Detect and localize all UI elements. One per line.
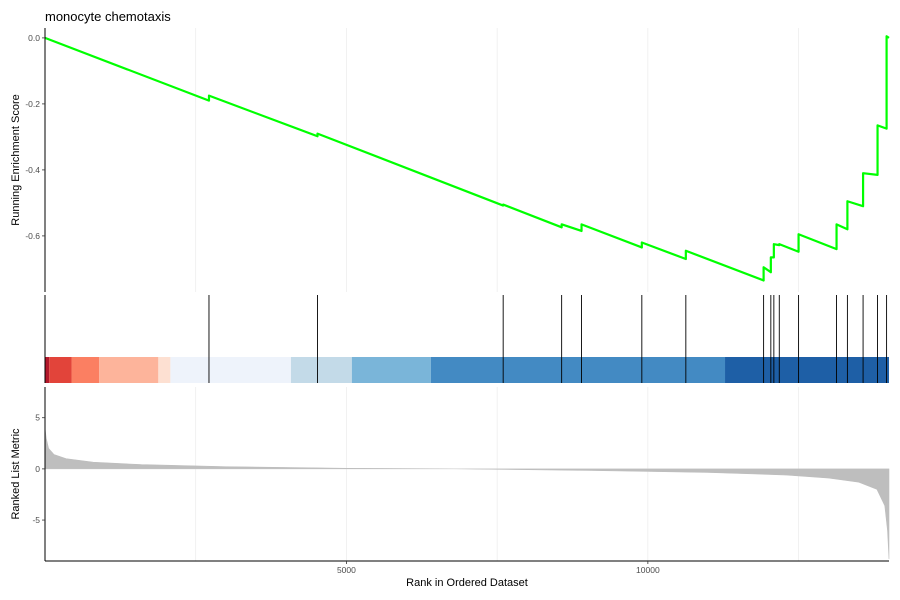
chart-title: monocyte chemotaxis <box>45 9 171 24</box>
rank-bar-segment <box>430 357 726 383</box>
ranked-metric-fill <box>44 427 890 559</box>
x-axis-label: Rank in Ordered Dataset <box>406 577 528 589</box>
rank-color-bar <box>45 357 889 383</box>
grid-lines <box>195 28 799 561</box>
es-y-tick-label: -0.4 <box>25 165 40 175</box>
es-y-axis-label: Running Enrichment Score <box>10 94 22 225</box>
rank-bar-segment <box>725 357 889 383</box>
es-y-tick-label: -0.2 <box>25 99 40 109</box>
gene-hit-ticks <box>208 295 888 383</box>
metric-y-tick-label: 5 <box>35 413 40 423</box>
rank-bar-segment <box>158 357 171 383</box>
es-y-tick-label: -0.6 <box>25 231 40 241</box>
metric-y-axis-label: Ranked List Metric <box>10 428 22 520</box>
x-tick-label: 10000 <box>636 565 660 575</box>
metric-y-tick-label: 0 <box>35 464 40 474</box>
tick-labels: 0.0 -0.2 -0.4 -0.6 5 0 -5 5000 10000 <box>25 33 660 575</box>
rank-bar-segment <box>49 357 72 383</box>
axes <box>44 28 889 562</box>
enrichment-score-curve <box>44 35 890 282</box>
rank-bar-segment <box>71 357 100 383</box>
rank-bar-segment <box>99 357 159 383</box>
rank-bar-segment <box>45 357 50 383</box>
metric-y-tick-label: -5 <box>32 515 40 525</box>
rank-bar-segment <box>170 357 291 383</box>
es-y-tick-label: 0.0 <box>28 33 40 43</box>
x-tick-label: 5000 <box>337 565 356 575</box>
rank-bar-segment <box>290 357 352 383</box>
es-line <box>44 35 890 282</box>
rank-bar-segment <box>351 357 431 383</box>
ranked-metric-area <box>44 427 890 559</box>
